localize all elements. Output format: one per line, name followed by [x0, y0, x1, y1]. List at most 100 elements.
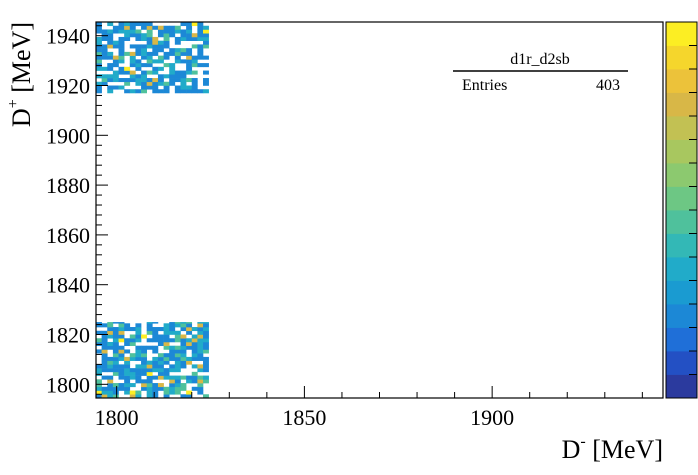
heatmap-cell — [157, 74, 164, 79]
heatmap-cell — [112, 78, 119, 83]
heatmap-cell — [169, 383, 176, 388]
heatmap-cell — [112, 390, 119, 395]
heatmap-cell — [118, 371, 125, 376]
heatmap-cell — [169, 375, 176, 380]
heatmap-cell — [180, 323, 187, 328]
heatmap-cell — [124, 386, 131, 391]
heatmap-cell — [135, 327, 142, 332]
heatmap-cell — [135, 48, 142, 53]
heatmap-cell — [186, 390, 193, 395]
heatmap-cell — [146, 44, 153, 49]
heatmap-cell — [197, 349, 204, 354]
heatmap-cell — [169, 345, 176, 350]
heatmap-cell — [169, 322, 176, 324]
heatmap-cell — [174, 353, 181, 358]
heatmap-cell — [112, 55, 119, 60]
heatmap-cell — [180, 356, 187, 361]
stats-entries-label: Entries — [462, 77, 507, 94]
heatmap-cell — [191, 55, 198, 60]
heatmap-cell — [180, 386, 187, 391]
heatmap-cell — [96, 36, 102, 41]
heatmap-cell — [174, 59, 181, 64]
y-tick-label: 1900 — [46, 123, 90, 148]
heatmap-cell — [96, 394, 102, 399]
heatmap-cell — [146, 25, 153, 30]
heatmap-cell — [163, 371, 170, 376]
heatmap-cell — [203, 338, 209, 343]
heatmap-cell — [146, 375, 153, 380]
heatmap-cell — [174, 51, 181, 56]
heatmap-cell — [118, 59, 125, 64]
heatmap-cell — [174, 323, 181, 328]
heatmap-cell — [203, 349, 209, 354]
heatmap-cell — [107, 379, 114, 384]
heatmap-cell — [124, 33, 131, 38]
heatmap-cell — [107, 22, 114, 27]
heatmap-cell — [163, 85, 170, 90]
heatmap-cell — [124, 356, 131, 361]
heatmap-cell — [163, 368, 170, 373]
y-tick-label: 1820 — [46, 323, 90, 348]
heatmap-cell — [152, 25, 159, 30]
heatmap-cell — [180, 29, 187, 34]
heatmap-cell — [191, 349, 198, 354]
heatmap-cell — [135, 78, 142, 83]
heatmap-cell — [129, 51, 136, 56]
heatmap-cell — [174, 36, 181, 41]
heatmap-cell — [152, 360, 159, 365]
y-tick-label: 1800 — [46, 372, 90, 397]
heatmap-cell — [107, 323, 114, 328]
heatmap-cell — [118, 349, 125, 354]
heatmap-cells — [96, 22, 209, 399]
heatmap-cell — [169, 330, 176, 335]
heatmap-cell — [169, 66, 176, 71]
heatmap-cell — [169, 323, 176, 328]
heatmap-cell — [129, 368, 136, 373]
heatmap-cell — [157, 338, 164, 343]
heatmap-cell — [186, 25, 193, 30]
heatmap-cell — [186, 356, 193, 361]
heatmap-cell — [135, 74, 142, 79]
heatmap-cell — [174, 29, 181, 34]
heatmap-cell — [163, 356, 170, 361]
heatmap-cell — [152, 36, 159, 41]
heatmap-cell — [191, 356, 198, 361]
heatmap-cell — [141, 383, 147, 388]
heatmap-cell — [152, 390, 159, 395]
heatmap-cell — [141, 33, 147, 38]
heatmap-cell — [146, 330, 153, 335]
heatmap-cell — [180, 360, 187, 365]
heatmap-cell — [169, 364, 176, 369]
heatmap-cell — [152, 356, 159, 361]
heatmap-cell — [118, 78, 125, 83]
heatmap-cell — [124, 375, 131, 380]
heatmap-cell — [157, 55, 164, 60]
heatmap-cell — [96, 51, 102, 56]
heatmap-cell — [96, 322, 102, 324]
heatmap-cell — [186, 322, 193, 324]
heatmap-cell — [141, 345, 147, 350]
colorbar-segment — [666, 351, 697, 375]
heatmap-cell — [203, 368, 209, 373]
heatmap-cell — [118, 322, 125, 324]
heatmap-cell — [135, 323, 142, 328]
heatmap-cell — [180, 349, 187, 354]
heatmap-cell — [169, 70, 176, 75]
heatmap-cell — [174, 334, 181, 339]
heatmap-cell — [180, 85, 187, 90]
colorbar-segment — [666, 257, 697, 281]
heatmap-cell — [169, 63, 176, 68]
heatmap-cell — [107, 85, 114, 90]
x-tick-label: 1900 — [470, 405, 514, 430]
heatmap-cell — [96, 66, 102, 71]
heatmap-cell — [180, 36, 187, 41]
heatmap-cell — [174, 322, 181, 324]
heatmap-cell — [101, 356, 108, 361]
heatmap-cell — [152, 383, 159, 388]
heatmap-cell — [135, 44, 142, 49]
heatmap-cell — [180, 345, 187, 350]
heatmap-cell — [191, 386, 198, 391]
heatmap-cell — [169, 25, 176, 30]
x-tick-label: 1850 — [282, 405, 326, 430]
